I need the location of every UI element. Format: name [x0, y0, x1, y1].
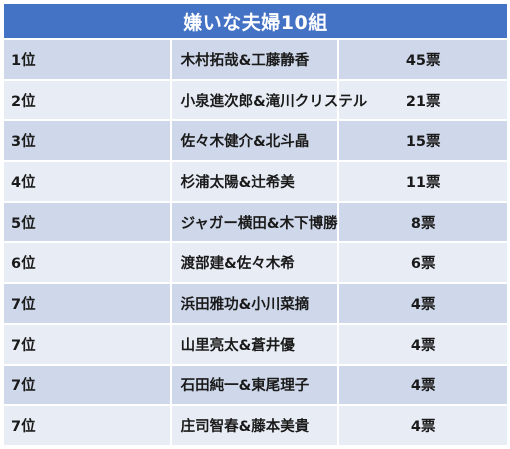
couple-name-cell: ジャガー横田&木下博勝: [171, 202, 340, 244]
ranking-table: 嫌いな夫婦10組 1位 木村拓哉&工藤静香 45票 2位 小泉進次郎&滝川クリステル 21…: [4, 4, 507, 447]
couple-name-cell: 渡部建&佐々木希: [171, 243, 340, 285]
couple-name-cell: 山里亮太&蒼井優: [171, 324, 340, 366]
rank-cell: 2位: [4, 80, 172, 122]
couple-name-cell: 庄司智春&藤本美貴: [171, 406, 340, 447]
votes-cell: 4票: [339, 365, 507, 407]
votes-cell: 21票: [339, 80, 507, 122]
votes-cell: 4票: [339, 406, 507, 447]
rank-cell: 3位: [4, 121, 172, 163]
votes-cell: 4票: [339, 284, 507, 325]
table-row: 4位 杉浦太陽&辻希美 11票: [4, 162, 507, 203]
rank-cell: 7位: [4, 365, 172, 407]
table-row: 5位 ジャガー横田&木下博勝 8票: [4, 202, 507, 244]
table-row: 7位 庄司智春&藤本美貴 4票: [4, 406, 507, 447]
rank-cell: 7位: [4, 406, 172, 447]
table-row: 7位 山里亮太&蒼井優 4票: [4, 324, 507, 366]
table-row: 1位 木村拓哉&工藤静香 45票: [4, 40, 507, 81]
rank-cell: 1位: [4, 40, 172, 81]
couple-name-cell: 木村拓哉&工藤静香: [171, 40, 340, 81]
couple-name-cell: 石田純一&東尾理子: [171, 365, 340, 407]
table-row: 2位 小泉進次郎&滝川クリステル 21票: [4, 80, 507, 122]
votes-cell: 45票: [339, 40, 507, 81]
rank-cell: 4位: [4, 162, 172, 203]
table-title: 嫌いな夫婦10組: [4, 4, 507, 40]
table-row: 3位 佐々木健介&北斗晶 15票: [4, 121, 507, 163]
couple-name-cell: 小泉進次郎&滝川クリステル: [171, 80, 367, 122]
rank-cell: 5位: [4, 202, 172, 244]
votes-cell: 8票: [339, 202, 507, 244]
couple-name-cell: 佐々木健介&北斗晶: [171, 121, 340, 163]
table-row: 6位 渡部建&佐々木希 6票: [4, 243, 507, 285]
votes-cell: 15票: [339, 121, 507, 163]
couple-name-cell: 杉浦太陽&辻希美: [171, 162, 340, 203]
rank-cell: 6位: [4, 243, 172, 285]
votes-cell: 4票: [339, 324, 507, 366]
couple-name-cell: 浜田雅功&小川菜摘: [171, 284, 340, 325]
rank-cell: 7位: [4, 324, 172, 366]
votes-cell: 11票: [339, 162, 507, 203]
table-row: 7位 浜田雅功&小川菜摘 4票: [4, 284, 507, 325]
table-row: 7位 石田純一&東尾理子 4票: [4, 365, 507, 407]
rank-cell: 7位: [4, 284, 172, 325]
ranking-rows: 1位 木村拓哉&工藤静香 45票 2位 小泉進次郎&滝川クリステル 21票 3位 佐々木健介&…: [4, 40, 507, 447]
votes-cell: 6票: [339, 243, 507, 285]
